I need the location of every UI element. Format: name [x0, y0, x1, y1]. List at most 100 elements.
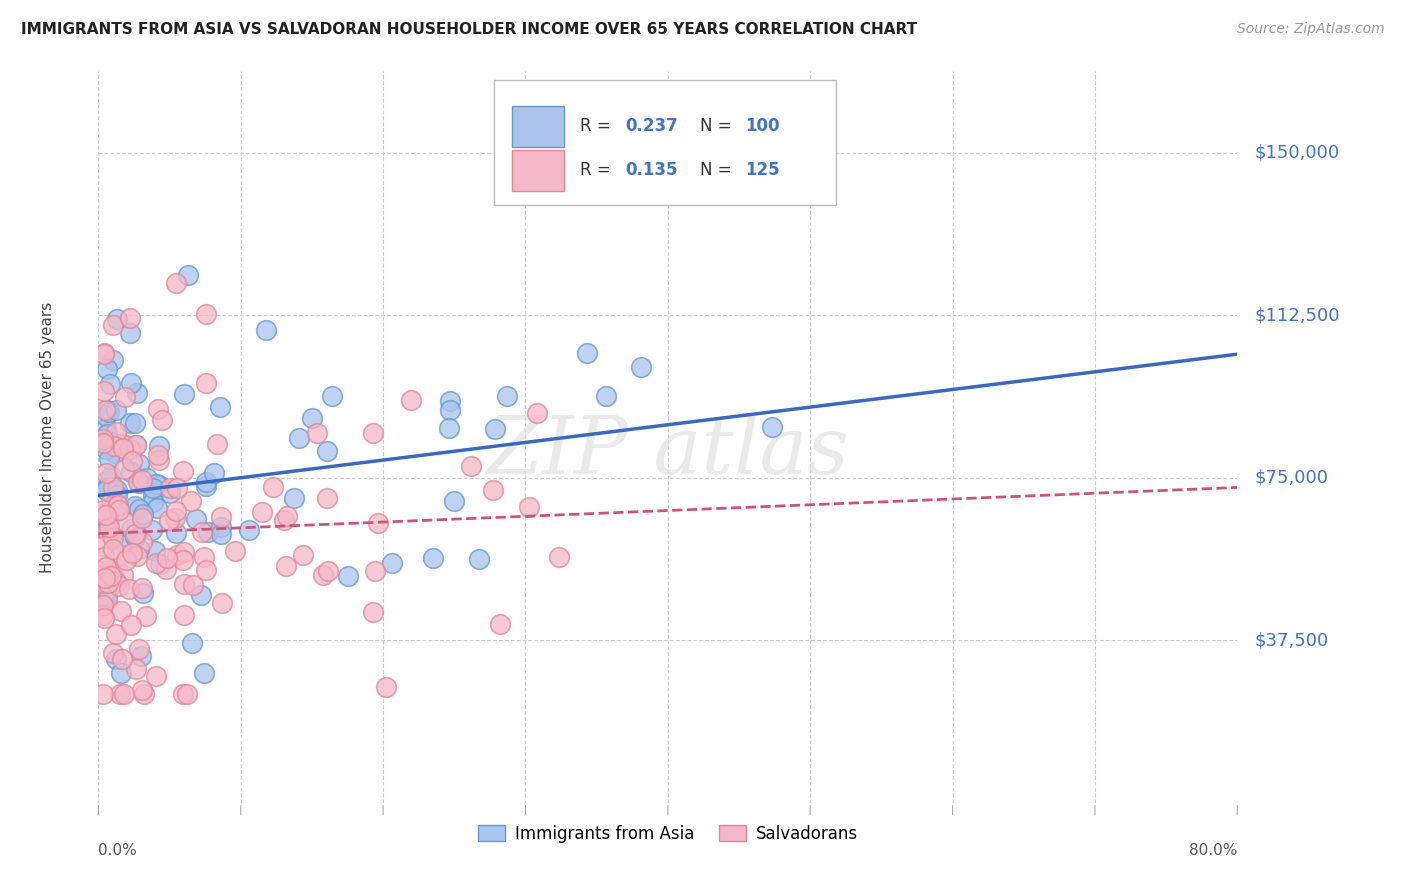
Point — [96, 362, 118, 376]
Point — [125, 662, 148, 676]
Point — [93, 576, 115, 591]
Point — [117, 582, 139, 597]
Point — [94, 483, 117, 497]
Point — [97, 405, 120, 419]
Point — [93, 346, 115, 360]
Point — [135, 609, 157, 624]
Point — [105, 483, 128, 497]
Point — [630, 360, 652, 375]
Point — [105, 488, 128, 502]
Point — [94, 565, 117, 579]
Point — [595, 388, 617, 402]
Text: $112,500: $112,500 — [1254, 306, 1340, 324]
Point — [209, 510, 232, 524]
Point — [145, 477, 167, 491]
Point — [120, 326, 142, 340]
Point — [121, 546, 143, 560]
Point — [191, 524, 214, 539]
Point — [110, 665, 132, 680]
Point — [176, 688, 198, 702]
Point — [93, 506, 115, 520]
FancyBboxPatch shape — [494, 80, 837, 205]
Point — [145, 557, 167, 571]
Point — [548, 549, 571, 564]
Point — [96, 522, 118, 536]
Text: ZIP atlas: ZIP atlas — [486, 413, 849, 491]
Legend: Immigrants from Asia, Salvadorans: Immigrants from Asia, Salvadorans — [471, 818, 865, 849]
Point — [91, 502, 114, 516]
Point — [194, 563, 217, 577]
Point — [94, 409, 117, 423]
Point — [173, 387, 195, 401]
Text: $75,000: $75,000 — [1254, 468, 1329, 487]
Point — [94, 402, 117, 417]
Point — [165, 511, 187, 525]
Point — [194, 479, 217, 493]
Point — [439, 402, 461, 417]
Point — [367, 516, 389, 531]
Point — [93, 611, 115, 625]
Point — [91, 607, 114, 622]
Point — [101, 542, 124, 557]
Point — [224, 543, 246, 558]
Point — [321, 389, 343, 403]
Point — [128, 642, 150, 657]
Point — [131, 682, 153, 697]
Point — [118, 417, 141, 431]
Point — [101, 529, 124, 543]
Point — [127, 386, 149, 401]
Point — [136, 471, 159, 485]
Point — [96, 508, 118, 522]
Point — [91, 540, 114, 554]
Point — [209, 400, 232, 414]
Point — [145, 669, 167, 683]
Point — [110, 604, 132, 618]
Point — [337, 568, 360, 582]
Text: N =: N = — [700, 117, 737, 136]
Point — [159, 486, 181, 500]
Point — [363, 564, 385, 578]
Point — [142, 494, 165, 508]
Point — [108, 503, 131, 517]
Point — [575, 345, 598, 359]
FancyBboxPatch shape — [512, 106, 564, 146]
Point — [112, 437, 135, 451]
Point — [124, 529, 146, 543]
Point — [101, 352, 124, 367]
Point — [156, 550, 179, 565]
Point — [128, 458, 150, 472]
Point — [94, 511, 117, 525]
Point — [374, 680, 396, 694]
Point — [422, 551, 444, 566]
Point — [128, 541, 150, 556]
Point — [107, 498, 129, 512]
Text: R =: R = — [581, 117, 616, 136]
Point — [129, 648, 152, 663]
Point — [439, 393, 461, 408]
Point — [194, 376, 217, 390]
Point — [176, 268, 198, 283]
Point — [273, 513, 295, 527]
Point — [91, 598, 114, 612]
Point — [211, 519, 233, 533]
Point — [94, 584, 117, 599]
Point — [100, 435, 122, 450]
Point — [118, 442, 141, 456]
Point — [166, 548, 188, 562]
Point — [124, 499, 146, 513]
Point — [128, 501, 150, 516]
Point — [120, 376, 142, 391]
Point — [100, 469, 122, 483]
Point — [93, 549, 115, 564]
Point — [159, 481, 181, 495]
Point — [91, 432, 114, 446]
Point — [132, 507, 155, 521]
Point — [111, 436, 134, 450]
Point — [301, 410, 323, 425]
Text: Householder Income Over 65 years: Householder Income Over 65 years — [39, 301, 55, 573]
Point — [148, 452, 170, 467]
Point — [262, 480, 284, 494]
Point — [209, 526, 232, 541]
Point — [145, 544, 167, 558]
Point — [94, 560, 117, 574]
